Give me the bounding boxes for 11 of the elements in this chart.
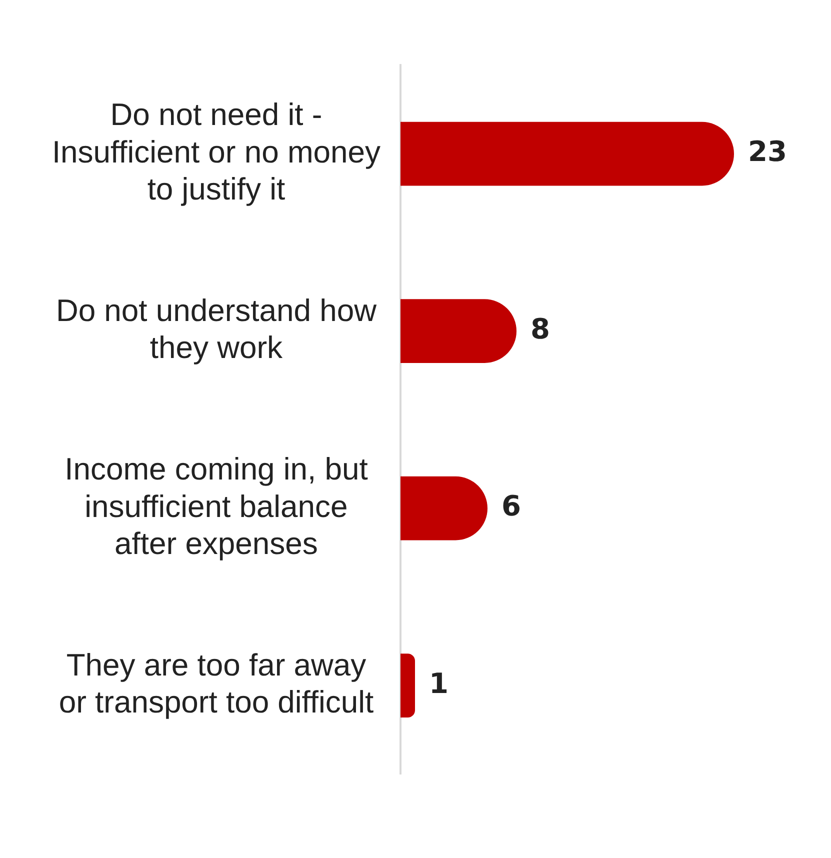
data-label: 1 xyxy=(429,666,448,700)
bar xyxy=(400,299,516,363)
y-tick-label: Income coming in, but insufficient balance after expenses xyxy=(64,452,368,562)
data-label: 23 xyxy=(748,135,787,168)
bar xyxy=(400,654,415,718)
y-tick-label: They are too far away or transport too difficult xyxy=(58,648,374,720)
y-tick-label: Do not need it - Insufficient or no money to justify it xyxy=(52,97,381,207)
data-label: 6 xyxy=(502,490,521,523)
bar xyxy=(400,122,734,186)
y-tick-label: Do not understand how they work xyxy=(56,293,378,366)
data-label: 8 xyxy=(530,312,550,346)
